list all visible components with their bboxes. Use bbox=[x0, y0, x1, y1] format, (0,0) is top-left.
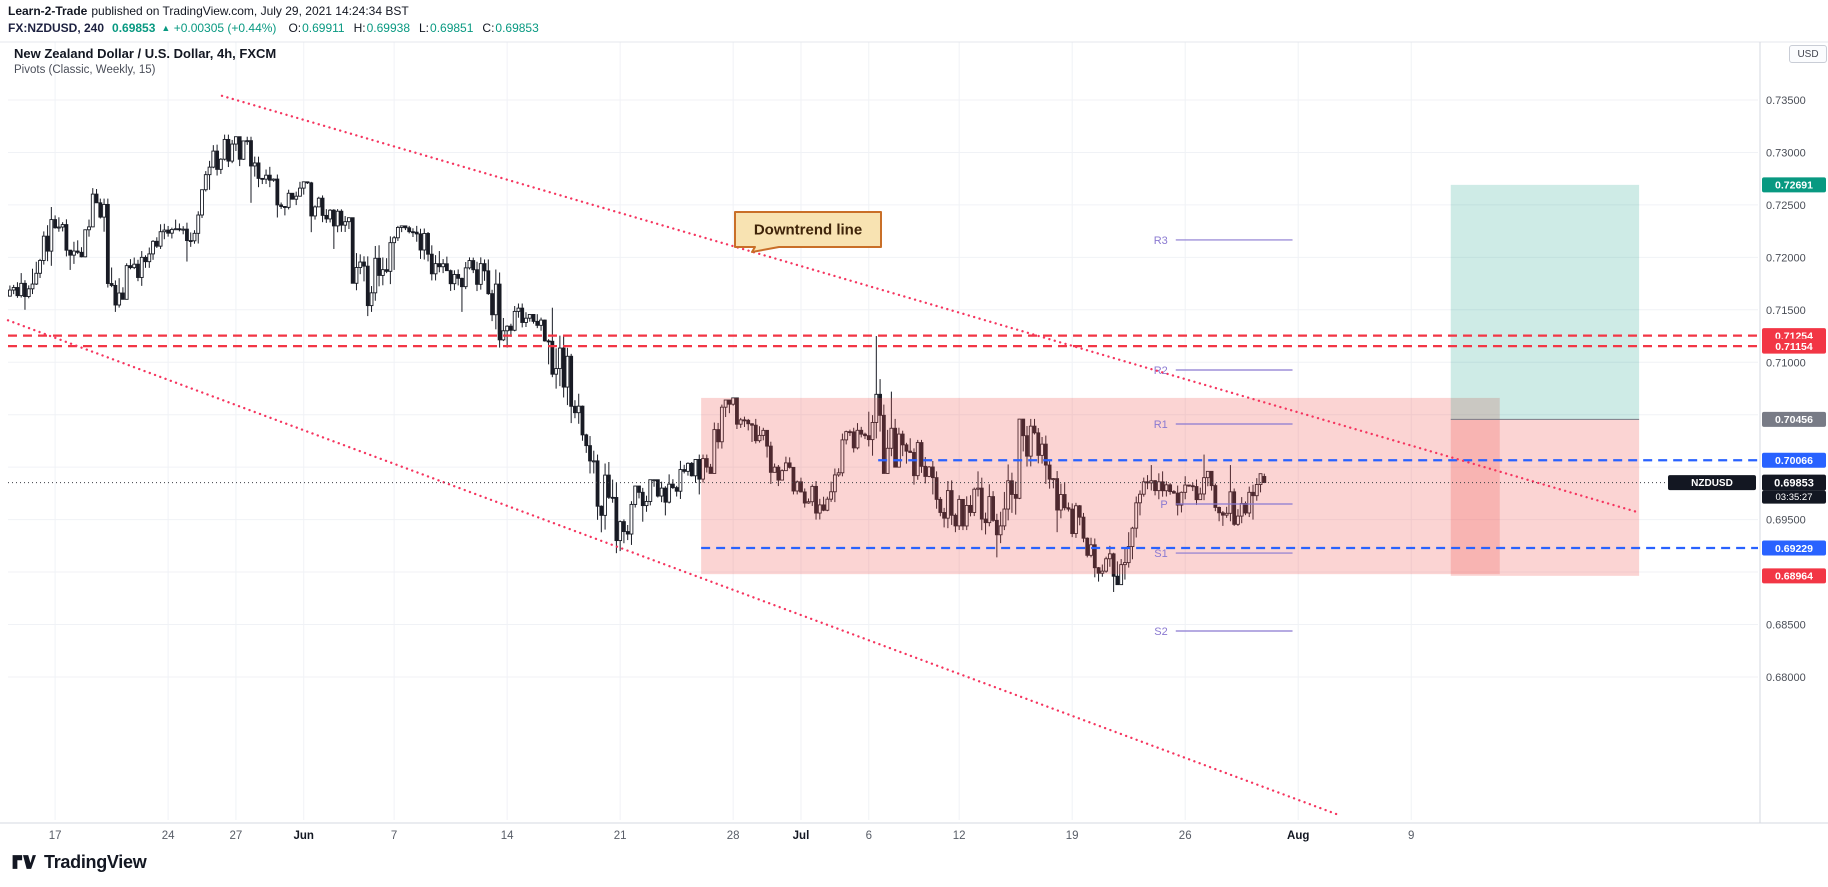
svg-text:27: 27 bbox=[230, 830, 243, 842]
price-badge bbox=[1762, 540, 1826, 556]
last-price-badge bbox=[1762, 474, 1826, 491]
svg-text:R1: R1 bbox=[1154, 419, 1168, 431]
publisher-name: Learn-2-Trade bbox=[8, 4, 88, 18]
price-badge bbox=[1762, 338, 1826, 354]
price-badge bbox=[1762, 452, 1826, 468]
svg-text:0.71154: 0.71154 bbox=[1775, 341, 1813, 353]
symbol-price-tag: NZDUSD bbox=[1668, 475, 1756, 491]
drawing-zones[interactable] bbox=[701, 184, 1640, 576]
time-axis[interactable]: 17 24 27 Jun 7 14 21 28 Jul 6 12 19 26 Aug 9 bbox=[49, 830, 1415, 842]
svg-text:0.72691: 0.72691 bbox=[1775, 180, 1813, 192]
svg-text:7: 7 bbox=[391, 830, 397, 842]
svg-text:0.68500: 0.68500 bbox=[1766, 620, 1806, 632]
high-label: H: bbox=[353, 21, 366, 35]
bar-countdown-badge bbox=[1762, 490, 1826, 504]
svg-text:0.69500: 0.69500 bbox=[1766, 515, 1806, 527]
svg-text:0.70066: 0.70066 bbox=[1775, 455, 1813, 467]
svg-text:0.71500: 0.71500 bbox=[1766, 305, 1806, 317]
svg-text:0.70456: 0.70456 bbox=[1775, 414, 1813, 426]
svg-text:Jun: Jun bbox=[293, 830, 313, 842]
svg-text:28: 28 bbox=[727, 830, 740, 842]
svg-text:0.68000: 0.68000 bbox=[1766, 672, 1806, 684]
svg-text:Downtrend line: Downtrend line bbox=[754, 222, 862, 239]
svg-text:26: 26 bbox=[1179, 830, 1192, 842]
svg-text:0.69853: 0.69853 bbox=[1774, 478, 1814, 490]
grid-lines bbox=[8, 42, 1758, 820]
pivot-levels: R3 R2 R1 P S1 S2 bbox=[1154, 235, 1293, 638]
svg-text:0.69229: 0.69229 bbox=[1775, 543, 1813, 555]
downtrend-callout[interactable]: Downtrend line bbox=[734, 211, 882, 253]
downtrend-line-upper bbox=[220, 94, 1640, 514]
svg-text:0.73500: 0.73500 bbox=[1766, 95, 1806, 107]
tradingview-logo bbox=[12, 855, 36, 869]
svg-text:0.72500: 0.72500 bbox=[1766, 200, 1806, 212]
up-arrow-icon: ▲ bbox=[161, 23, 171, 33]
consolidation-zone bbox=[701, 397, 1500, 575]
tradingview-branding[interactable]: TradingView bbox=[10, 849, 147, 875]
svg-text:S1: S1 bbox=[1154, 548, 1167, 560]
svg-text:0.71000: 0.71000 bbox=[1766, 357, 1806, 369]
svg-text:Jul: Jul bbox=[793, 830, 810, 842]
price-change: ▲ +0.00305 (+0.44%) bbox=[161, 21, 276, 35]
axis-borders bbox=[0, 41, 1828, 824]
price-badge bbox=[1762, 177, 1826, 193]
high-value: 0.69938 bbox=[366, 21, 410, 35]
horizontal-level-lines[interactable] bbox=[8, 334, 1758, 550]
change-value: +0.00305 (+0.44%) bbox=[173, 21, 277, 35]
price-axis[interactable]: 0.73500 0.73000 0.72500 0.72000 0.71500 0.710… bbox=[1762, 95, 1826, 684]
publish-info: published on TradingView.com, July 29, 2… bbox=[91, 4, 409, 18]
svg-text:17: 17 bbox=[49, 830, 62, 842]
downtrend-line-lower bbox=[6, 319, 1342, 817]
svg-text:14: 14 bbox=[501, 830, 514, 842]
svg-text:R2: R2 bbox=[1154, 365, 1168, 377]
open-value: 0.69911 bbox=[302, 21, 345, 35]
last-price: 0.69853 bbox=[112, 21, 156, 35]
price-badge bbox=[1762, 568, 1826, 584]
candlestick-series[interactable] bbox=[7, 134, 1267, 592]
svg-text:0.68964: 0.68964 bbox=[1775, 571, 1813, 583]
price-scale-currency-badge: USD bbox=[1789, 45, 1827, 63]
svg-text:Aug: Aug bbox=[1287, 830, 1309, 842]
svg-text:03:35:27: 03:35:27 bbox=[1776, 492, 1813, 503]
svg-text:21: 21 bbox=[614, 830, 627, 842]
close-value: 0.69853 bbox=[495, 21, 539, 35]
long-position-stop-box bbox=[1450, 419, 1640, 576]
close-label: C: bbox=[482, 21, 495, 35]
trend-lines[interactable] bbox=[6, 94, 1640, 817]
brand-wordmark: TradingView bbox=[44, 851, 147, 872]
svg-text:19: 19 bbox=[1066, 830, 1079, 842]
svg-text:R3: R3 bbox=[1154, 235, 1168, 247]
svg-text:9: 9 bbox=[1408, 830, 1414, 842]
svg-text:0.73000: 0.73000 bbox=[1766, 147, 1806, 159]
quote-bar: FX:NZDUSD, 240 0.69853 ▲ +0.00305 (+0.44… bbox=[8, 21, 548, 35]
low-value: 0.69851 bbox=[430, 21, 474, 35]
low-label: L: bbox=[419, 21, 430, 35]
price-badge bbox=[1762, 411, 1826, 427]
svg-text:0.72000: 0.72000 bbox=[1766, 252, 1806, 264]
publish-bar: Learn-2-Trade published on TradingView.co… bbox=[8, 4, 409, 18]
symbol-interval: FX:NZDUSD, 240 bbox=[8, 21, 105, 35]
open-label: O: bbox=[288, 21, 302, 35]
svg-text:P: P bbox=[1160, 499, 1167, 511]
chart-legend[interactable]: New Zealand Dollar / U.S. Dollar, 4h, FX… bbox=[14, 46, 276, 76]
svg-text:S2: S2 bbox=[1154, 626, 1167, 638]
long-position-target-box bbox=[1450, 184, 1640, 420]
svg-text:24: 24 bbox=[162, 830, 175, 842]
svg-text:NZDUSD: NZDUSD bbox=[1691, 478, 1733, 489]
indicator-label[interactable]: Pivots (Classic, Weekly, 15) bbox=[14, 64, 156, 76]
svg-text:6: 6 bbox=[866, 830, 872, 842]
symbol-title[interactable]: New Zealand Dollar / U.S. Dollar, 4h, FX… bbox=[14, 46, 277, 61]
svg-text:12: 12 bbox=[953, 830, 966, 842]
